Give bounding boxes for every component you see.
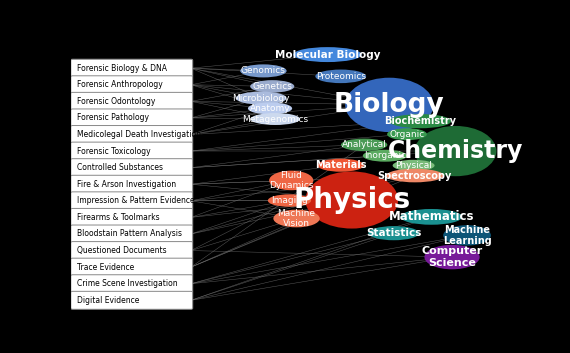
Text: Forensic Anthropology: Forensic Anthropology	[77, 80, 163, 89]
Text: Forensic Toxicology: Forensic Toxicology	[77, 146, 150, 156]
Ellipse shape	[250, 80, 294, 92]
Text: Forensic Pathology: Forensic Pathology	[77, 113, 149, 122]
Ellipse shape	[415, 126, 496, 176]
Ellipse shape	[268, 194, 311, 207]
FancyBboxPatch shape	[71, 208, 193, 226]
Text: Fluid
Dynamics: Fluid Dynamics	[269, 171, 314, 190]
Text: Analytical: Analytical	[342, 140, 386, 149]
Ellipse shape	[236, 91, 287, 104]
Text: Molecular Biology: Molecular Biology	[275, 49, 380, 60]
Ellipse shape	[269, 170, 314, 190]
Text: Chemistry: Chemistry	[388, 139, 523, 163]
Ellipse shape	[345, 78, 434, 132]
FancyBboxPatch shape	[71, 225, 193, 243]
FancyBboxPatch shape	[71, 159, 193, 176]
Text: Biochemistry: Biochemistry	[384, 116, 456, 126]
Ellipse shape	[400, 209, 462, 225]
Text: Inorganic: Inorganic	[364, 151, 406, 160]
Text: Physical: Physical	[395, 161, 432, 170]
FancyBboxPatch shape	[71, 59, 193, 77]
FancyBboxPatch shape	[71, 241, 193, 259]
Text: Genomics: Genomics	[241, 66, 286, 76]
Ellipse shape	[393, 160, 434, 171]
Text: Bloodstain Pattern Analysis: Bloodstain Pattern Analysis	[77, 229, 182, 239]
Text: Trace Evidence: Trace Evidence	[77, 263, 135, 272]
Ellipse shape	[368, 226, 419, 240]
Ellipse shape	[293, 47, 362, 62]
Ellipse shape	[317, 159, 364, 172]
Text: Spectroscopy: Spectroscopy	[378, 170, 452, 180]
Text: Questioned Documents: Questioned Documents	[77, 246, 166, 255]
Text: Machine
Learning: Machine Learning	[443, 225, 491, 246]
FancyBboxPatch shape	[71, 126, 193, 143]
Ellipse shape	[251, 113, 300, 125]
Ellipse shape	[389, 114, 451, 128]
FancyBboxPatch shape	[71, 275, 193, 293]
Ellipse shape	[315, 70, 366, 83]
Text: Medicolegal Death Investigation: Medicolegal Death Investigation	[77, 130, 201, 139]
Text: Biology: Biology	[334, 92, 445, 118]
FancyBboxPatch shape	[71, 192, 193, 210]
Text: Firearms & Toolmarks: Firearms & Toolmarks	[77, 213, 160, 222]
FancyBboxPatch shape	[71, 76, 193, 94]
Text: Forensic Biology & DNA: Forensic Biology & DNA	[77, 64, 167, 73]
FancyBboxPatch shape	[71, 109, 193, 127]
Ellipse shape	[363, 150, 407, 162]
Text: Physics: Physics	[293, 186, 410, 214]
Text: Forensic Odontology: Forensic Odontology	[77, 97, 156, 106]
FancyBboxPatch shape	[71, 291, 193, 309]
Ellipse shape	[240, 64, 287, 77]
FancyBboxPatch shape	[71, 142, 193, 160]
Text: Crime Scene Investigation: Crime Scene Investigation	[77, 279, 178, 288]
Text: Genetics: Genetics	[253, 82, 292, 91]
Text: Computer
Science: Computer Science	[421, 246, 483, 268]
Ellipse shape	[387, 128, 427, 140]
Text: Digital Evidence: Digital Evidence	[77, 296, 140, 305]
Ellipse shape	[248, 102, 292, 114]
Text: Organic: Organic	[389, 130, 425, 139]
FancyBboxPatch shape	[71, 92, 193, 110]
Ellipse shape	[386, 169, 443, 183]
Ellipse shape	[341, 139, 388, 151]
Text: Controlled Substances: Controlled Substances	[77, 163, 163, 172]
Ellipse shape	[443, 225, 491, 246]
FancyBboxPatch shape	[71, 258, 193, 276]
Text: Statistics: Statistics	[366, 228, 421, 238]
Text: Metagenomics: Metagenomics	[242, 114, 308, 124]
Ellipse shape	[306, 172, 398, 228]
Ellipse shape	[274, 210, 320, 227]
Text: Microbiology: Microbiology	[233, 94, 290, 103]
Text: Anatomy: Anatomy	[250, 104, 290, 113]
Text: Machine
Vision: Machine Vision	[278, 209, 316, 228]
Text: Proteomics: Proteomics	[316, 72, 366, 81]
FancyBboxPatch shape	[71, 175, 193, 193]
Text: Materials: Materials	[315, 160, 367, 170]
Text: Fire & Arson Investigation: Fire & Arson Investigation	[77, 180, 176, 189]
Text: Imaging: Imaging	[271, 196, 308, 205]
Ellipse shape	[425, 245, 479, 269]
Text: Impression & Pattern Evidence: Impression & Pattern Evidence	[77, 196, 194, 205]
Text: Mathematics: Mathematics	[389, 210, 474, 223]
